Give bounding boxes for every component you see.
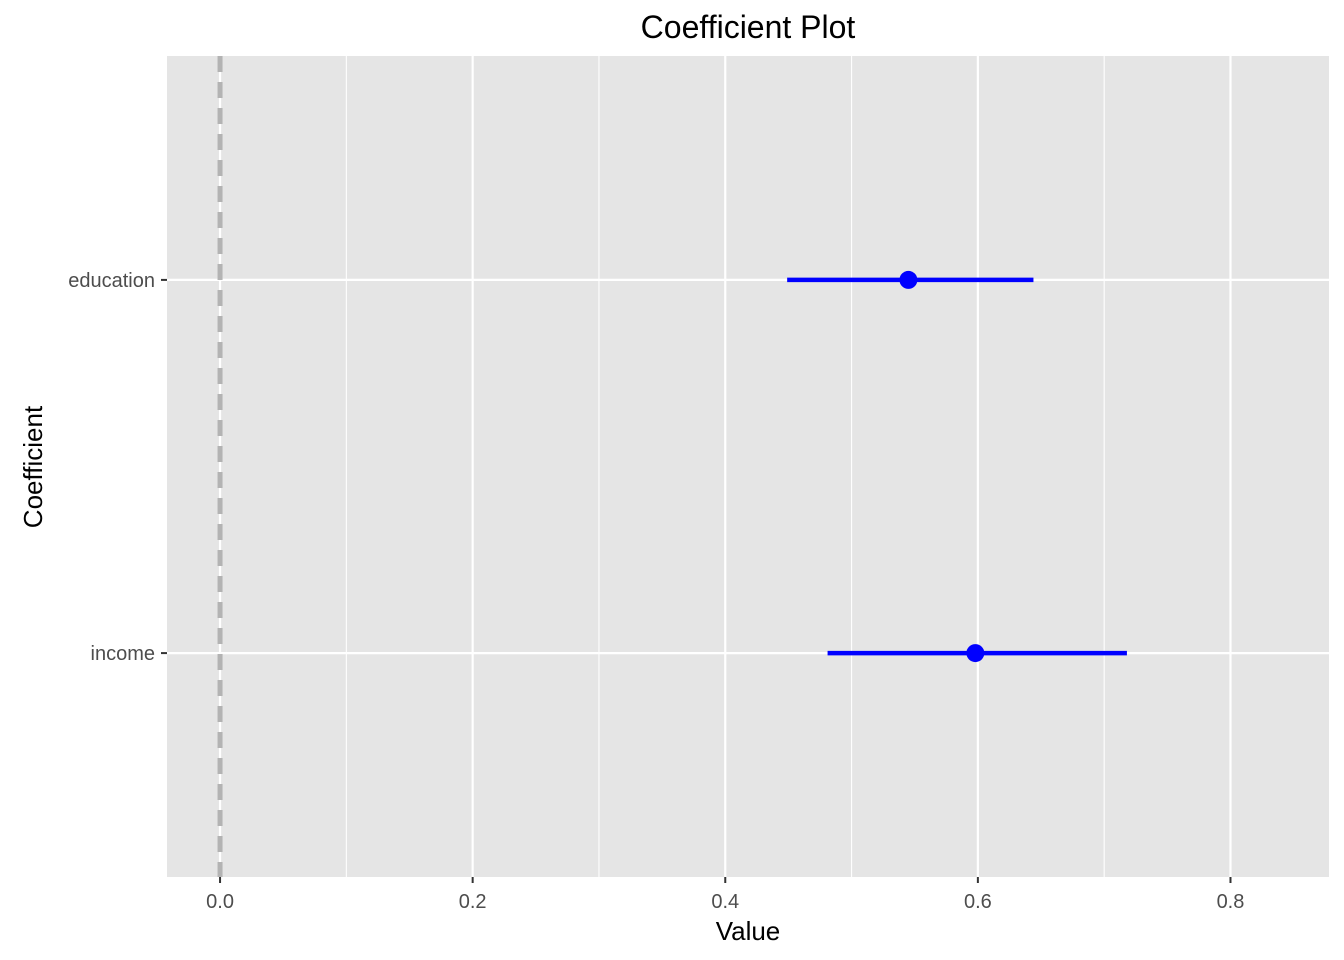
marks-layer [787,270,1127,663]
x-tick-label: 0.0 [206,891,234,913]
x-tick-label: 0.4 [711,891,739,913]
y-tick-label: education [68,270,155,292]
x-axis-title: Value [716,916,781,946]
y-tick-label: income [91,643,155,665]
x-tick-label: 0.6 [964,891,992,913]
axis-layer: 0.0 0.2 0.4 0.6 0.8 education income [68,270,1244,913]
x-tick-label: 0.2 [459,891,487,913]
plot-panel [167,56,1329,877]
estimate-point-education [899,270,918,289]
estimate-point-income [966,644,985,663]
y-axis-title: Coefficient [18,405,48,528]
x-tick-label: 0.8 [1217,891,1245,913]
chart-title: Coefficient Plot [641,9,856,45]
